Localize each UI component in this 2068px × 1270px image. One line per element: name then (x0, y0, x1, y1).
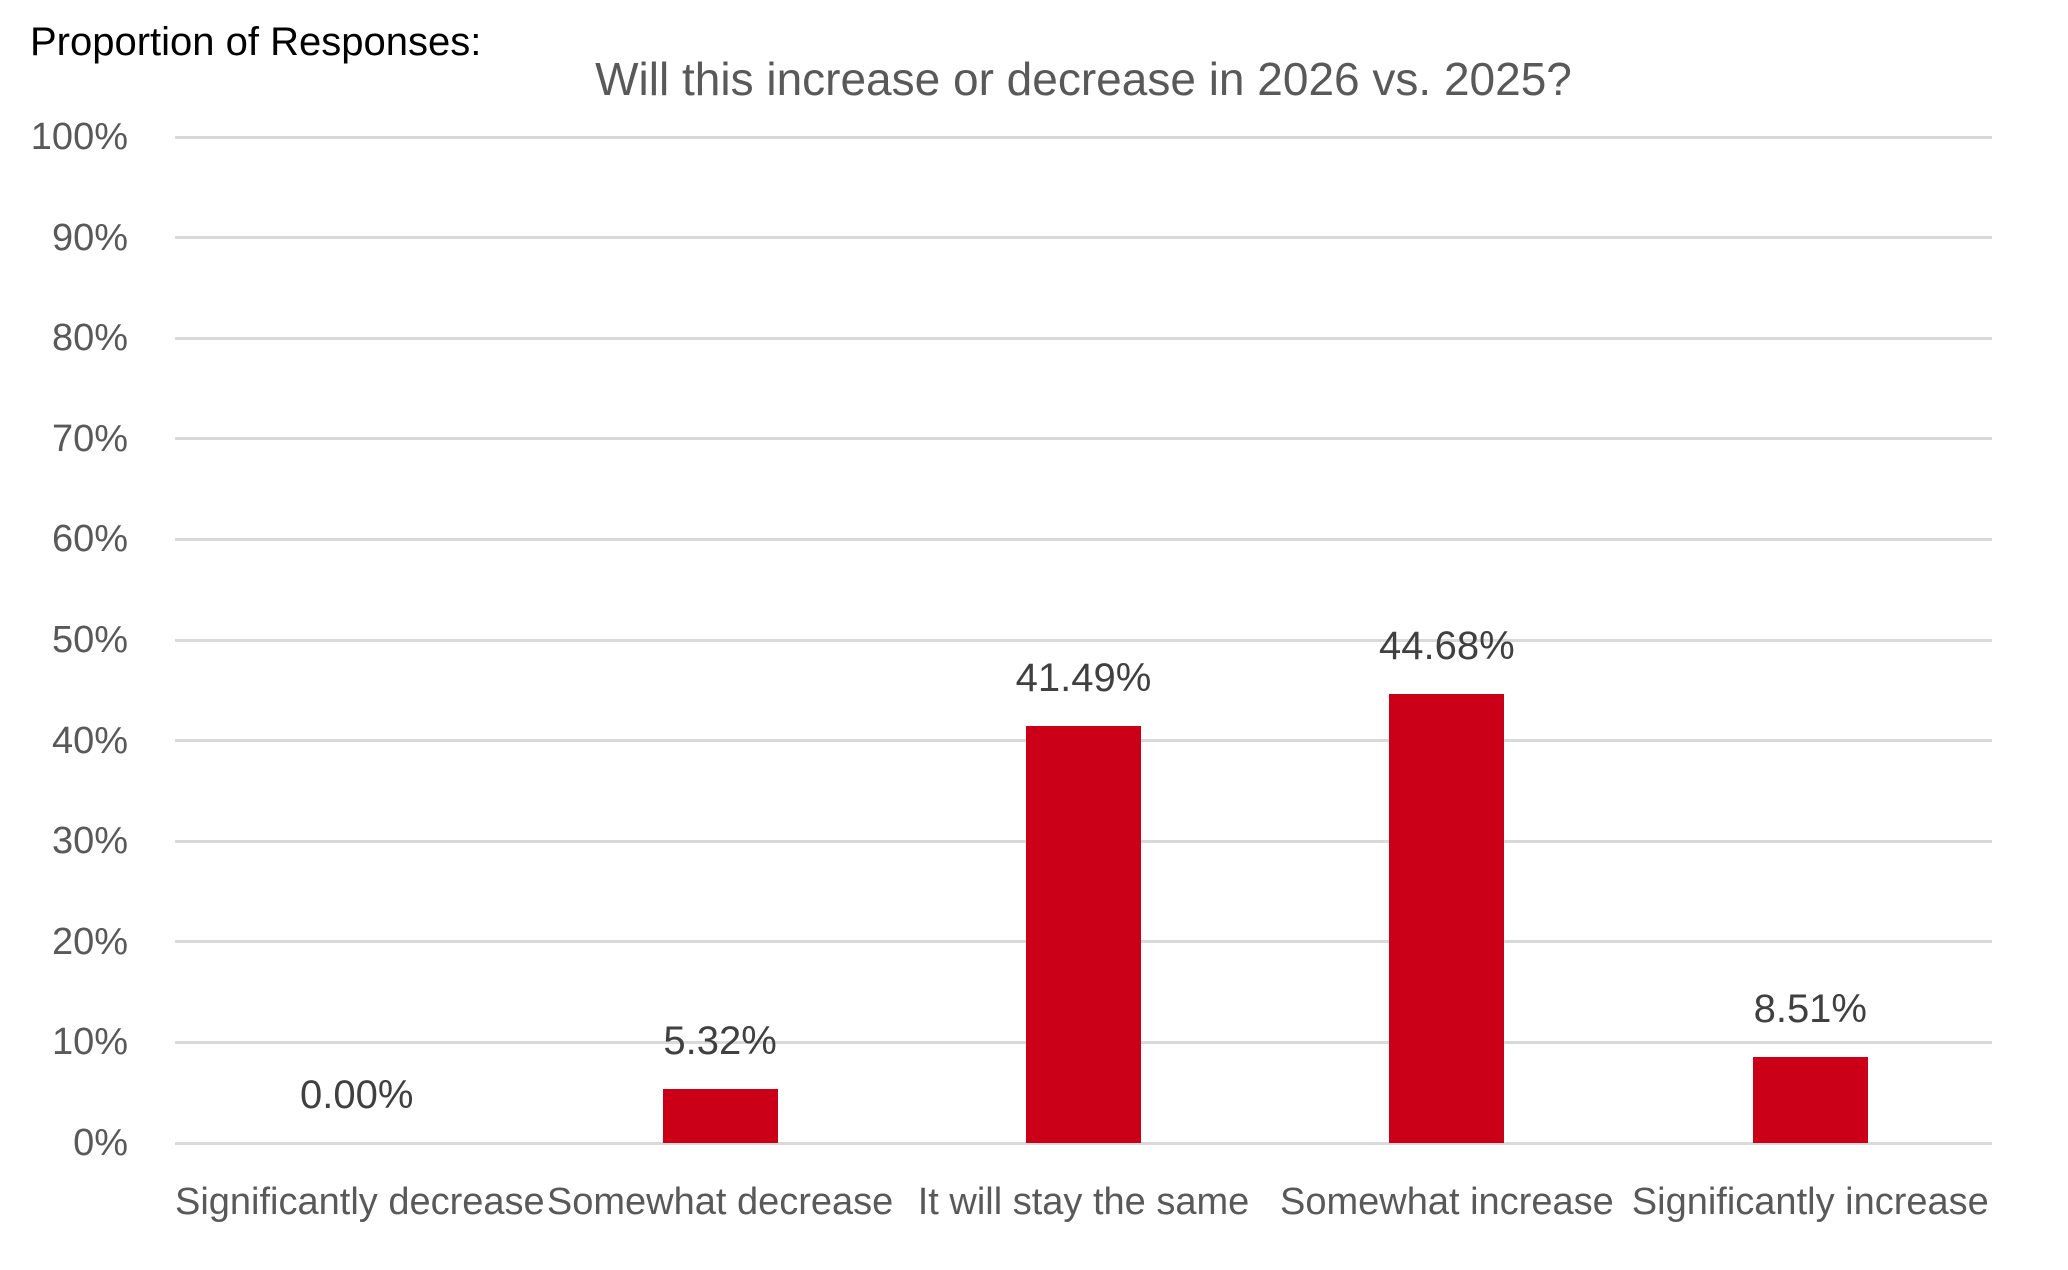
gridline (175, 236, 1992, 240)
bar-value-label: 8.51% (1753, 987, 1867, 1032)
chart-title: Will this increase or decrease in 2026 v… (595, 53, 1572, 105)
x-axis-category-label: Significantly decrease (175, 1181, 545, 1223)
bar (662, 1089, 778, 1143)
bar-value-label: 5.32% (663, 1019, 777, 1064)
gridline (175, 638, 1992, 642)
bar (1752, 1057, 1868, 1143)
y-axis-tick-label: 10% (51, 1021, 128, 1064)
y-axis-tick-label: 30% (51, 820, 128, 863)
gridline (175, 537, 1992, 541)
y-axis-tick-label: 50% (51, 619, 128, 661)
y-axis-tick-label: 70% (51, 417, 128, 460)
plot-area: 0.00% 5.32% 41.49% 44.68% 8.51% (175, 135, 1992, 1145)
y-axis-tick-label: 80% (51, 317, 128, 360)
bar-value-label: 0.00% (299, 1073, 414, 1117)
gridline (175, 336, 1992, 340)
gridline (175, 1141, 1992, 1145)
bar-value-label: 44.68% (1379, 623, 1515, 668)
gridline (175, 135, 1992, 139)
proportion-of-responses-label: Proportion of Responses: (30, 20, 482, 64)
y-axis-tick-label: 100% (30, 116, 128, 158)
y-axis-tick-label: 60% (51, 518, 128, 561)
y-axis-tick-label: 20% (51, 920, 128, 963)
y-axis-tick-label: 0% (73, 1122, 128, 1164)
bar (1026, 725, 1141, 1143)
y-axis-tick-label: 40% (51, 719, 128, 762)
x-axis-category-label: Significantly increase (1631, 1181, 1989, 1223)
bar (1389, 693, 1505, 1143)
y-axis-tick-label: 90% (51, 216, 128, 259)
x-axis-category-label: It will stay the same (917, 1181, 1250, 1223)
bar-value-label: 41.49% (1015, 655, 1152, 700)
gridline (175, 437, 1992, 441)
x-axis-category-label: Somewhat decrease (546, 1181, 894, 1223)
x-axis-category-label: Somewhat increase (1280, 1181, 1614, 1223)
